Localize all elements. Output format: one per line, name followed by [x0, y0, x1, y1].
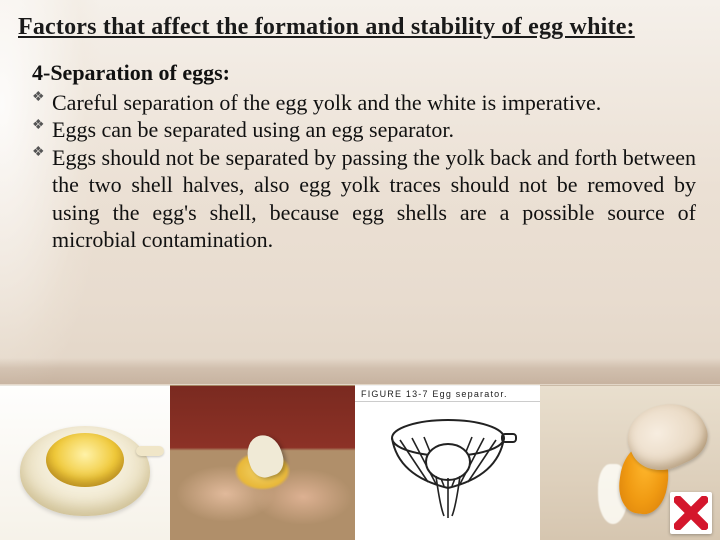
separator-diagram-icon [378, 404, 518, 522]
cracked-egg-pouring [540, 385, 720, 540]
bullet-item: Eggs should not be separated by passing … [32, 144, 696, 254]
figure-caption: FIGURE 13-7 Egg separator. [355, 386, 540, 402]
bullet-item: Careful separation of the egg yolk and t… [32, 89, 696, 117]
slide-body: 4-Separation of eggs: Careful separation… [18, 59, 702, 254]
egg-yolk-icon [46, 433, 124, 487]
bullet-list: Careful separation of the egg yolk and t… [32, 89, 696, 254]
separator-handle-icon [136, 446, 164, 456]
hands-separating-egg [170, 385, 355, 540]
egg-separator-photo [0, 385, 170, 540]
reject-x-icon [670, 492, 712, 534]
slide-title: Factors that affect the formation and st… [18, 14, 702, 41]
egg-separator-diagram: FIGURE 13-7 Egg separator. [355, 385, 540, 540]
bullet-item: Eggs can be separated using an egg separ… [32, 116, 696, 144]
section-subhead: 4-Separation of eggs: [32, 59, 696, 87]
image-row: FIGURE 13-7 Egg separator. [0, 385, 720, 540]
